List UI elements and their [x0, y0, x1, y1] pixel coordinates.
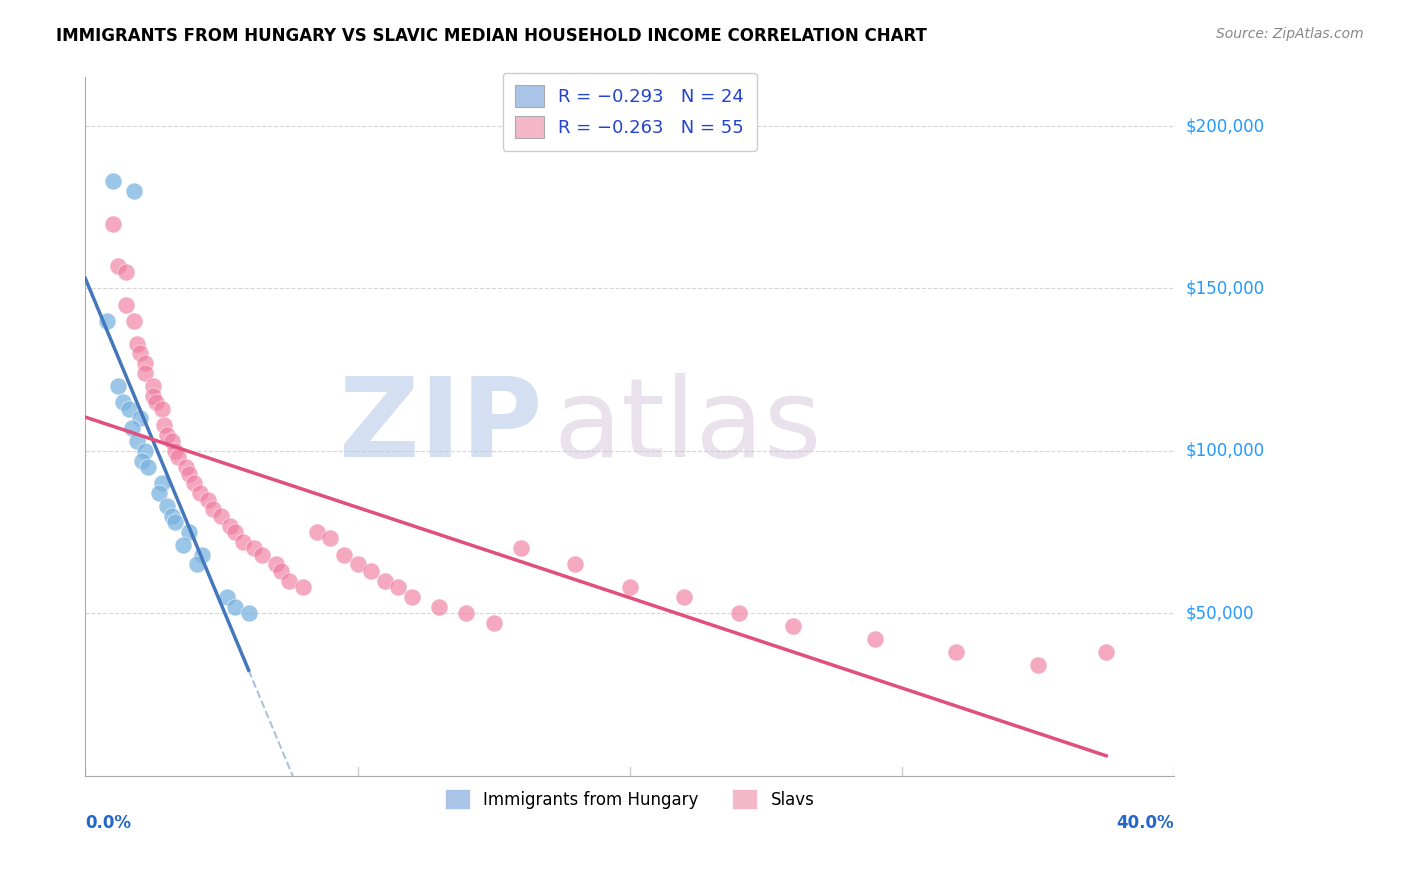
Point	[115, 265, 138, 279]
Point	[177, 524, 200, 539]
Point	[150, 476, 173, 491]
Point	[197, 492, 219, 507]
Point	[945, 645, 967, 659]
Point	[156, 499, 179, 513]
Point	[509, 541, 531, 556]
Point	[142, 389, 165, 403]
Point	[782, 619, 804, 633]
Point	[162, 434, 184, 448]
Point	[115, 298, 138, 312]
Point	[107, 259, 129, 273]
Text: IMMIGRANTS FROM HUNGARY VS SLAVIC MEDIAN HOUSEHOLD INCOME CORRELATION CHART: IMMIGRANTS FROM HUNGARY VS SLAVIC MEDIAN…	[56, 27, 927, 45]
Text: ZIP: ZIP	[339, 373, 543, 480]
Point	[252, 548, 274, 562]
Point	[101, 217, 124, 231]
Point	[124, 314, 146, 328]
Point	[96, 314, 118, 328]
Point	[202, 502, 225, 516]
Point	[125, 434, 148, 448]
Point	[131, 453, 153, 467]
Point	[145, 395, 167, 409]
Point	[427, 599, 450, 614]
Point	[319, 532, 342, 546]
Point	[727, 606, 749, 620]
Point	[360, 564, 382, 578]
Point	[232, 534, 254, 549]
Point	[305, 524, 328, 539]
Point	[101, 174, 124, 188]
Point	[174, 460, 197, 475]
Point	[292, 580, 315, 594]
Point	[150, 401, 173, 416]
Point	[673, 590, 696, 604]
Text: 0.0%: 0.0%	[86, 814, 131, 832]
Point	[186, 558, 208, 572]
Point	[238, 606, 260, 620]
Text: $200,000: $200,000	[1185, 117, 1264, 136]
Point	[619, 580, 641, 594]
Point	[165, 515, 187, 529]
Point	[346, 558, 368, 572]
Point	[482, 615, 505, 630]
Point	[136, 460, 159, 475]
Point	[156, 427, 179, 442]
Point	[264, 558, 287, 572]
Point	[153, 417, 176, 432]
Point	[124, 184, 146, 198]
Point	[125, 336, 148, 351]
Point	[224, 599, 246, 614]
Point	[191, 548, 214, 562]
Point	[564, 558, 586, 572]
Point	[224, 524, 246, 539]
Point	[128, 411, 150, 425]
Point	[166, 450, 188, 465]
Point	[243, 541, 266, 556]
Legend: Immigrants from Hungary, Slavs: Immigrants from Hungary, Slavs	[439, 782, 821, 816]
Point	[172, 538, 194, 552]
Point	[215, 590, 238, 604]
Point	[112, 395, 135, 409]
Point	[374, 574, 396, 588]
Point	[134, 356, 156, 370]
Point	[134, 366, 156, 380]
Point	[387, 580, 409, 594]
Text: $100,000: $100,000	[1185, 442, 1264, 460]
Point	[148, 486, 170, 500]
Point	[107, 379, 129, 393]
Point	[456, 606, 478, 620]
Point	[121, 421, 143, 435]
Point	[401, 590, 423, 604]
Point	[333, 548, 356, 562]
Point	[863, 632, 886, 647]
Point	[270, 564, 292, 578]
Point	[218, 518, 240, 533]
Text: $150,000: $150,000	[1185, 279, 1264, 298]
Text: 40.0%: 40.0%	[1116, 814, 1174, 832]
Point	[128, 346, 150, 360]
Point	[209, 508, 232, 523]
Text: Source: ZipAtlas.com: Source: ZipAtlas.com	[1216, 27, 1364, 41]
Point	[183, 476, 205, 491]
Point	[1026, 658, 1049, 673]
Point	[142, 379, 165, 393]
Text: $50,000: $50,000	[1185, 604, 1254, 622]
Point	[134, 443, 156, 458]
Point	[188, 486, 211, 500]
Point	[177, 467, 200, 481]
Text: atlas: atlas	[554, 373, 823, 480]
Point	[118, 401, 141, 416]
Point	[165, 443, 187, 458]
Point	[1095, 645, 1118, 659]
Point	[162, 508, 184, 523]
Point	[278, 574, 301, 588]
